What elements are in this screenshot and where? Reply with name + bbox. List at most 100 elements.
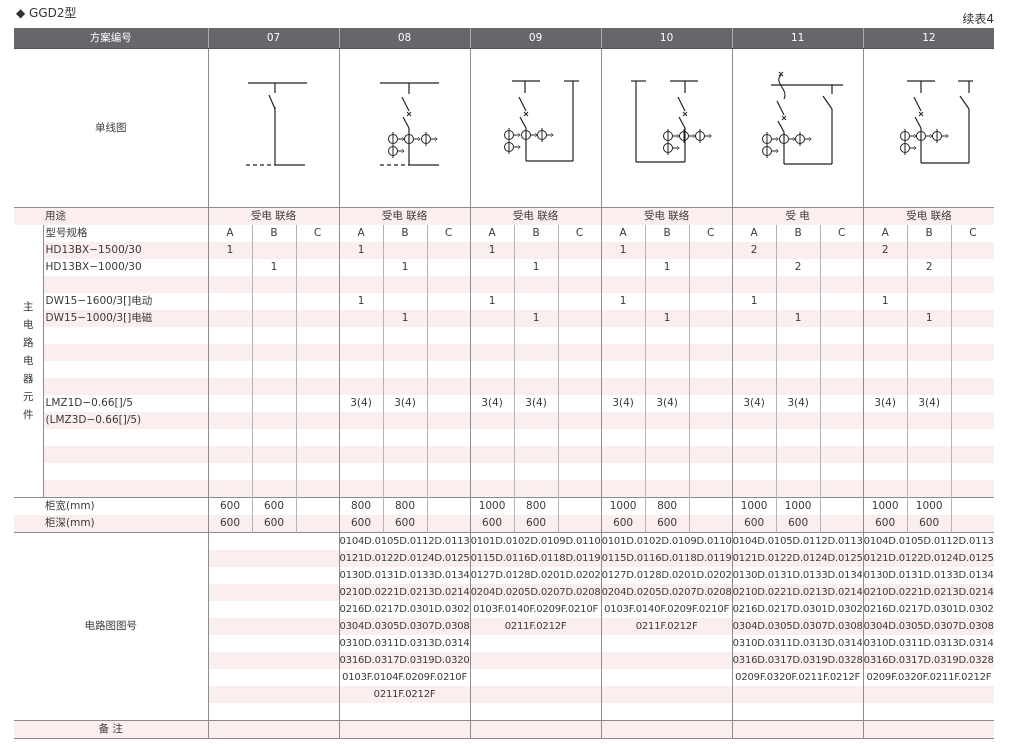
cabinet-width-value xyxy=(819,497,864,515)
sub-column-header: B xyxy=(906,225,952,242)
component-qty xyxy=(600,344,646,361)
cabinet-width-value: 800 xyxy=(644,497,690,515)
current-transformer-icon xyxy=(761,144,779,158)
sub-column-header: B xyxy=(382,225,428,242)
circuit-diagram-number: 0101D.0102D.0109D.0110D xyxy=(600,532,733,550)
component-qty xyxy=(600,480,646,498)
side-label-char: 电 xyxy=(23,354,34,367)
cabinet-depth-value xyxy=(950,515,995,533)
cabinet-width-value: 1000 xyxy=(469,497,515,515)
component-qty: 1 xyxy=(469,242,515,259)
component-qty xyxy=(862,259,908,276)
circuit-label: 电路图图号 xyxy=(14,532,208,721)
model-label: 型号规格 xyxy=(45,227,88,239)
sub-column-header: C xyxy=(426,225,471,242)
component-qty xyxy=(469,344,515,361)
component-qty xyxy=(819,242,864,259)
cabinet-depth-value: 600 xyxy=(644,515,690,533)
current-transformer-icon xyxy=(520,128,538,142)
single-line-diagram-icon xyxy=(379,82,439,166)
component-qty xyxy=(950,242,995,259)
component-qty xyxy=(295,446,340,463)
component-qty xyxy=(819,293,864,310)
component-qty xyxy=(426,361,471,378)
component-qty xyxy=(862,344,908,361)
usage-value: 受电 联络 xyxy=(469,207,602,225)
component-name xyxy=(43,276,208,293)
current-transformer-icon xyxy=(536,128,554,142)
table-row xyxy=(14,378,995,395)
component-qty xyxy=(644,412,690,429)
component-qty xyxy=(950,446,995,463)
component-name xyxy=(43,429,208,446)
component-qty xyxy=(295,327,340,344)
cabinet-depth-value: 600 xyxy=(513,515,559,533)
component-qty xyxy=(207,429,252,446)
component-qty xyxy=(862,378,908,395)
component-qty xyxy=(557,429,602,446)
circuit-diagram-number: 0304D.0305D.0307D.0308D xyxy=(862,618,995,635)
cabinet-width-value: 1000 xyxy=(731,497,777,515)
component-qty xyxy=(688,259,733,276)
component-qty xyxy=(382,412,428,429)
circuit-diagram-number xyxy=(731,686,864,703)
sub-column-header: B xyxy=(644,225,690,242)
component-qty xyxy=(731,378,777,395)
component-qty xyxy=(557,446,602,463)
component-qty xyxy=(600,361,646,378)
circuit-diagram-number xyxy=(600,652,733,669)
cabinet-depth-value: 600 xyxy=(382,515,428,533)
cabinet-depth-value: 600 xyxy=(251,515,296,533)
component-qty xyxy=(950,378,995,395)
component-qty xyxy=(338,259,384,276)
component-qty xyxy=(862,429,908,446)
circuit-diagram-number: 0130D.0131D.0133D.0134D xyxy=(338,567,471,584)
component-qty xyxy=(338,429,384,446)
circuit-diagram-number: 0121D.0122D.0124D.0125D xyxy=(338,550,471,567)
component-qty xyxy=(382,242,428,259)
component-qty xyxy=(906,446,952,463)
component-qty xyxy=(382,361,428,378)
circuit-diagram-number: 0211F.0212F xyxy=(469,618,602,635)
component-qty xyxy=(207,361,252,378)
component-qty xyxy=(207,276,252,293)
component-qty xyxy=(644,276,690,293)
component-qty xyxy=(251,310,296,327)
current-transformer-icon xyxy=(387,144,405,158)
component-qty: 3(4) xyxy=(600,395,646,412)
circuit-diagram-number: 0216D.0217D.0301D.0302D xyxy=(338,601,471,618)
current-transformer-icon xyxy=(662,129,680,143)
cabinet-depth-value: 600 xyxy=(731,515,777,533)
component-qty xyxy=(819,463,864,480)
cabinet-width-value: 1000 xyxy=(906,497,952,515)
scheme-number: 12 xyxy=(862,28,995,49)
component-qty xyxy=(557,259,602,276)
circuit-diagram-number xyxy=(207,550,340,567)
circuit-diagram-number: 0210D.0221D.0213D.0214D xyxy=(862,584,995,601)
component-qty xyxy=(688,429,733,446)
component-qty xyxy=(513,463,559,480)
scheme-number: 11 xyxy=(731,28,864,49)
sub-column-header: C xyxy=(557,225,602,242)
component-qty xyxy=(207,327,252,344)
component-qty xyxy=(731,327,777,344)
component-qty xyxy=(469,378,515,395)
component-qty xyxy=(426,463,471,480)
single-line-diagram-icon xyxy=(761,71,843,165)
current-transformer-icon xyxy=(794,132,812,146)
component-qty xyxy=(207,480,252,498)
sub-column-header: A xyxy=(862,225,908,242)
component-qty xyxy=(557,412,602,429)
component-qty xyxy=(469,463,515,480)
circuit-diagram-number xyxy=(207,703,340,721)
current-transformer-icon xyxy=(915,129,933,143)
remark-value xyxy=(731,720,864,739)
table-row: 电路图图号 0104D.0105D.0112D.0113D 0101D.0102D.… xyxy=(14,532,995,721)
component-qty xyxy=(644,378,690,395)
circuit-diagram-number xyxy=(207,635,340,652)
remark-value xyxy=(338,720,471,739)
current-transformer-icon xyxy=(503,128,521,142)
cabinet-depth-value: 600 xyxy=(862,515,908,533)
circuit-diagram-number: 0209F.0320F.0211F.0212F xyxy=(731,669,864,686)
component-qty xyxy=(338,480,384,498)
